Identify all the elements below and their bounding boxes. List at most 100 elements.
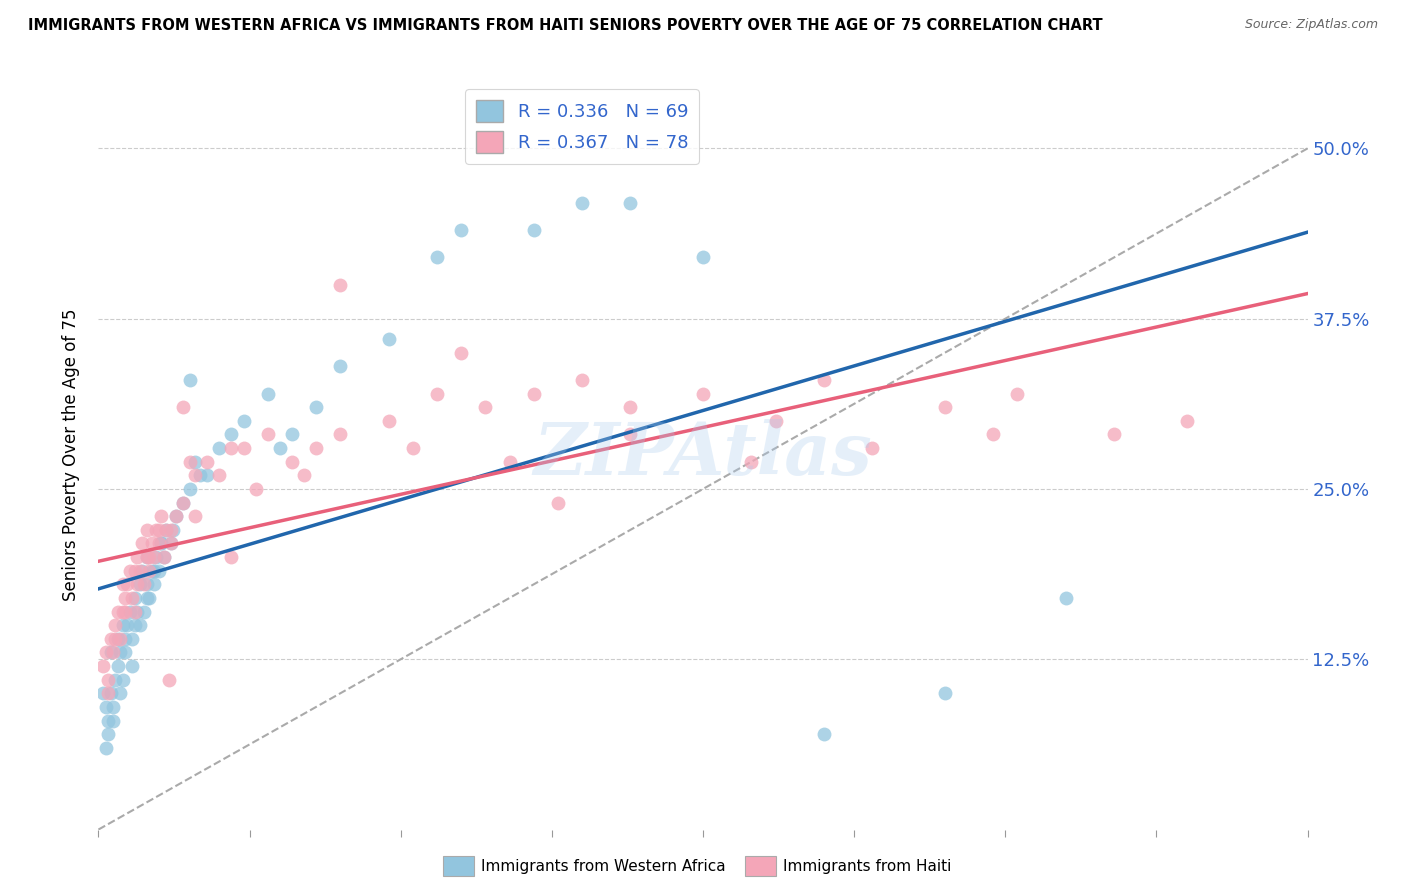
Point bbox=[101, 700, 124, 714]
Point bbox=[165, 509, 187, 524]
Point bbox=[934, 686, 956, 700]
Point bbox=[141, 564, 163, 578]
Point bbox=[269, 441, 291, 455]
Point bbox=[692, 251, 714, 265]
Point bbox=[148, 564, 170, 578]
Point bbox=[208, 468, 231, 483]
Point bbox=[245, 482, 267, 496]
Point bbox=[91, 686, 114, 700]
Y-axis label: Seniors Poverty Over the Age of 75: Seniors Poverty Over the Age of 75 bbox=[62, 309, 80, 601]
Point bbox=[148, 523, 170, 537]
Point bbox=[292, 468, 315, 483]
Point bbox=[128, 577, 150, 591]
Point bbox=[141, 536, 163, 550]
Point bbox=[377, 332, 399, 346]
Point bbox=[281, 455, 304, 469]
Point bbox=[426, 386, 449, 401]
Point bbox=[1102, 427, 1125, 442]
Point bbox=[97, 673, 120, 687]
Text: Immigrants from Western Africa: Immigrants from Western Africa bbox=[481, 859, 725, 873]
Point bbox=[450, 345, 472, 359]
Point bbox=[121, 591, 143, 605]
Point bbox=[281, 427, 304, 442]
Point bbox=[100, 632, 122, 646]
Point bbox=[104, 618, 127, 632]
Point bbox=[160, 536, 183, 550]
Point bbox=[121, 659, 143, 673]
Point bbox=[184, 455, 207, 469]
Point bbox=[118, 564, 141, 578]
Point bbox=[121, 632, 143, 646]
Point bbox=[135, 550, 157, 565]
Point bbox=[152, 550, 174, 565]
Point bbox=[740, 455, 762, 469]
Point bbox=[981, 427, 1004, 442]
Point bbox=[124, 618, 146, 632]
Point bbox=[157, 673, 180, 687]
Point bbox=[114, 605, 136, 619]
Point bbox=[131, 564, 153, 578]
Point bbox=[813, 727, 835, 741]
Point bbox=[143, 577, 166, 591]
Point bbox=[117, 618, 139, 632]
Text: 50.0%: 50.0% bbox=[1256, 891, 1308, 892]
Point bbox=[256, 427, 278, 442]
Point bbox=[100, 686, 122, 700]
Point bbox=[172, 495, 194, 509]
Point bbox=[523, 386, 546, 401]
Point bbox=[179, 482, 201, 496]
Point bbox=[97, 714, 120, 728]
Point bbox=[152, 550, 174, 565]
Point bbox=[111, 618, 134, 632]
Point bbox=[450, 223, 472, 237]
Point bbox=[619, 401, 641, 415]
Point bbox=[305, 401, 328, 415]
Point bbox=[104, 673, 127, 687]
Point bbox=[256, 386, 278, 401]
Point bbox=[124, 564, 146, 578]
Point bbox=[402, 441, 425, 455]
Point bbox=[145, 550, 167, 565]
Point bbox=[91, 659, 114, 673]
Point bbox=[1054, 591, 1077, 605]
Point bbox=[523, 223, 546, 237]
Point bbox=[160, 536, 183, 550]
Point bbox=[184, 468, 207, 483]
Point bbox=[195, 468, 218, 483]
Point bbox=[108, 686, 131, 700]
Point bbox=[114, 632, 136, 646]
Point bbox=[134, 605, 156, 619]
Point bbox=[155, 523, 177, 537]
Point bbox=[329, 359, 352, 374]
Point bbox=[124, 605, 146, 619]
Point bbox=[135, 577, 157, 591]
Point bbox=[111, 605, 134, 619]
Point bbox=[138, 564, 160, 578]
Point bbox=[195, 455, 218, 469]
Point bbox=[124, 591, 146, 605]
Point bbox=[305, 441, 328, 455]
Point bbox=[114, 645, 136, 659]
Point bbox=[108, 632, 131, 646]
Point bbox=[1007, 386, 1029, 401]
Point bbox=[860, 441, 883, 455]
Point bbox=[128, 618, 150, 632]
Point bbox=[571, 195, 593, 210]
Point bbox=[138, 550, 160, 565]
Point bbox=[97, 727, 120, 741]
Point bbox=[179, 455, 201, 469]
Point bbox=[150, 509, 173, 524]
Point bbox=[143, 550, 166, 565]
Point bbox=[118, 605, 141, 619]
Point bbox=[150, 536, 173, 550]
Point bbox=[221, 427, 243, 442]
Point bbox=[474, 401, 496, 415]
Point bbox=[571, 373, 593, 387]
Point bbox=[128, 564, 150, 578]
Point bbox=[426, 251, 449, 265]
Point bbox=[108, 645, 131, 659]
Text: 0.0%: 0.0% bbox=[86, 891, 128, 892]
Point bbox=[135, 523, 157, 537]
Point bbox=[101, 714, 124, 728]
Point bbox=[184, 509, 207, 524]
